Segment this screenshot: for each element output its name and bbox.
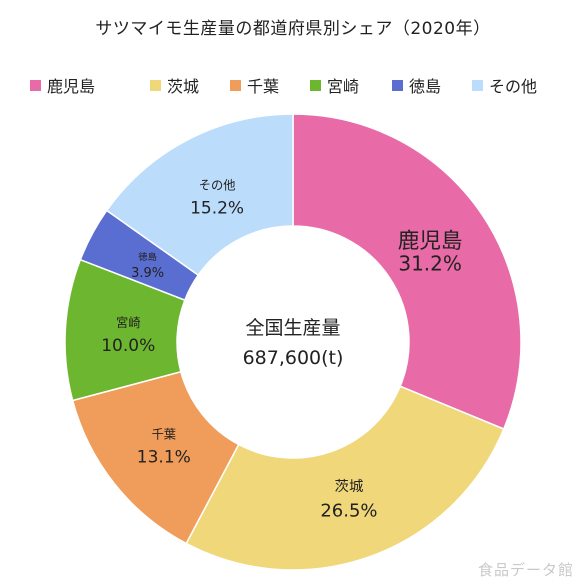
watermark: 食品データ館 bbox=[477, 561, 574, 579]
slice-value-label: 31.2% bbox=[398, 251, 462, 275]
legend-swatch bbox=[150, 79, 161, 91]
legend-item: その他 bbox=[472, 73, 537, 97]
legend-item: 宮崎 bbox=[310, 73, 359, 97]
slice-value-label: 3.9% bbox=[131, 266, 164, 281]
slice-0 bbox=[292, 113, 522, 430]
legend-item: 徳島 bbox=[392, 73, 441, 97]
legend-label: 宮崎 bbox=[327, 77, 360, 96]
slice-value-label: 26.5% bbox=[320, 501, 377, 522]
legend-item: 茨城 bbox=[150, 73, 199, 97]
slice-name-label: 宮崎 bbox=[116, 315, 140, 330]
slice-name-label: 茨城 bbox=[335, 478, 364, 495]
legend-swatch bbox=[30, 79, 41, 91]
legend-label: その他 bbox=[489, 77, 538, 96]
slice-name-label: 鹿児島 bbox=[398, 229, 463, 254]
legend-label: 鹿児島 bbox=[47, 77, 96, 96]
center-total: 687,600(t) bbox=[243, 347, 344, 369]
legend-swatch bbox=[230, 79, 241, 91]
slice-name-label: その他 bbox=[199, 178, 236, 192]
legend-item: 鹿児島 bbox=[30, 73, 95, 97]
legend-swatch bbox=[310, 79, 321, 91]
chart-title: サツマイモ生産量の都道府県別シェア（2020年） bbox=[95, 19, 491, 39]
slice-5 bbox=[105, 113, 294, 277]
legend-label: 千葉 bbox=[247, 77, 280, 96]
legend: 鹿児島 茨城 千葉 宮崎 徳島 その他 bbox=[0, 73, 586, 97]
legend-item: 千葉 bbox=[230, 73, 279, 97]
legend-label: 徳島 bbox=[409, 77, 442, 96]
slice-name-label: 千葉 bbox=[152, 428, 176, 442]
slice-name-label: 徳島 bbox=[138, 251, 157, 263]
slice-value-label: 10.0% bbox=[101, 336, 155, 356]
slice-value-label: 13.1% bbox=[137, 448, 191, 468]
center-title: 全国生産量 bbox=[245, 317, 340, 339]
slice-1 bbox=[185, 385, 505, 571]
slice-value-label: 15.2% bbox=[190, 198, 244, 218]
legend-label: 茨城 bbox=[167, 77, 200, 96]
legend-swatch bbox=[392, 79, 403, 91]
legend-swatch bbox=[472, 79, 483, 91]
